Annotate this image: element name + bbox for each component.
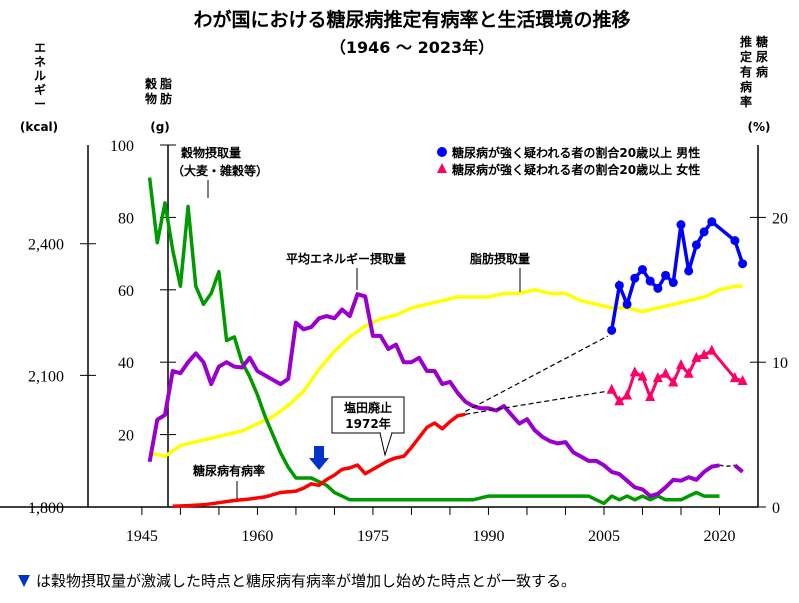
series-group [147,177,748,509]
energy-tick-label: 2,100 [28,368,64,385]
svg-text:穀物: 穀物 [145,76,158,106]
x-tick-label: 2005 [588,528,620,545]
axes: 1,800 2,100 2,400 20 40 60 80 100 0 10 20 1945 1960 1… [0,138,788,545]
prevalence-tick-label: 20 [772,210,788,227]
series-prevalence-line [172,412,466,509]
energy-axis-label: エネルギー [34,41,46,111]
male-point [699,227,709,237]
grain-fat-tick-label: 20 [118,428,134,445]
prevalence-axis-unit: (%) [748,120,771,134]
grain-fat-tick-label: 100 [110,138,134,155]
x-tick-label: 2020 [703,528,735,545]
svg-text:エネルギー: エネルギー [34,41,46,111]
female-point [637,370,648,381]
female-point [737,375,748,386]
blue-down-arrow-icon [18,574,30,587]
grain-fat-tick-label: 40 [118,355,134,372]
male-point [684,266,694,276]
female-point [675,359,686,370]
annotation-energy: 平均エネルギー摂取量 [286,251,406,266]
svg-text:糖尿病: 糖尿病 [756,34,768,79]
series-male-line [609,220,714,331]
male-point [630,273,640,283]
series-energy-dash [719,464,735,467]
annotation-grain-sub: （大麦・雑穀等） [172,163,268,178]
energy-tick-label: 2,400 [28,237,64,254]
chart-subtitle: （1946 〜 2023年） [330,38,494,57]
x-tick-label: 1960 [241,528,273,545]
grain-fat-tick-label: 80 [118,210,134,227]
male-point [653,283,663,293]
legend-female-marker [437,163,447,173]
footnote-text: は穀物摂取量が激減した時点と糖尿病有病率が増加し始めた時点とが一致する。 [36,572,577,590]
footnote: は穀物摂取量が激減した時点と糖尿病有病率が増加し始めた時点とが一致する。 [18,570,576,591]
male-point [637,265,647,275]
male-point [645,276,655,286]
down-arrow-head [309,458,330,470]
series-fat-line [149,284,743,459]
male-point [614,280,624,290]
male-point [738,259,748,269]
male-point [622,299,632,309]
female-point [668,376,679,387]
male-point [607,325,617,335]
legend-female-label: 糖尿病が強く疑われる者の割合20歳以上 女性 [452,162,700,177]
female-point [660,367,671,378]
legend-male-marker [437,147,447,157]
annotation-event-name: 塩田廃止 [344,400,392,415]
annotation-prevalence: 糖尿病有病率 [193,463,265,478]
x-tick-label: 1945 [126,528,158,545]
legend: 糖尿病が強く疑われる者の割合20歳以上 男性糖尿病が強く疑われる者の割合20歳以… [437,145,700,177]
x-tick-label: 1990 [472,528,504,545]
series-energy-line [147,292,720,498]
annotation-event-box [331,396,405,434]
female-point [614,395,625,406]
annotation-event-year: 1972年 [345,416,390,431]
chart-title: わが国における糖尿病推定有病率と生活環境の推移 [193,8,630,31]
prevalence-axis-label: 糖尿病 推定有病率 [740,34,768,109]
male-point [707,217,717,227]
connector-male [465,335,608,412]
male-point [676,220,686,230]
energy-axis-unit: (kcal) [20,120,58,134]
female-point [683,367,694,378]
prevalence-tick-label: 0 [772,500,780,517]
female-point [622,389,633,400]
series-female-line-2 [710,349,744,383]
down-arrow-shaft [314,446,325,458]
x-tick-label: 1975 [357,528,389,545]
svg-text:推定有病率: 推定有病率 [740,34,752,109]
female-point [606,383,617,394]
male-point [661,270,671,280]
male-point [668,278,678,288]
connector-female [465,390,608,415]
female-point [729,372,740,383]
female-point [645,390,656,401]
series-energy-tail [733,463,744,474]
legend-male-label: 糖尿病が強く疑われる者の割合20歳以上 男性 [452,145,700,160]
female-point [652,372,663,383]
female-point [699,348,710,359]
prevalence-tick-label: 10 [772,355,788,372]
female-point [706,344,717,355]
energy-tick-label: 1,800 [28,500,64,517]
svg-text:脂肪: 脂肪 [159,76,172,106]
series-grain-line [147,177,720,506]
male-point [691,240,701,250]
grain-fat-axis-label: 脂肪 穀物 [145,76,172,106]
annotation-event-pointer [379,432,393,457]
male-point [730,236,740,246]
grain-fat-tick-label: 60 [118,283,134,300]
grain-fat-axis-unit: (g) [150,120,170,134]
annotation-grain: 穀物摂取量 [181,145,241,160]
female-point [691,351,702,362]
annotation-fat: 脂肪摂取量 [469,251,530,266]
female-point [629,366,640,377]
